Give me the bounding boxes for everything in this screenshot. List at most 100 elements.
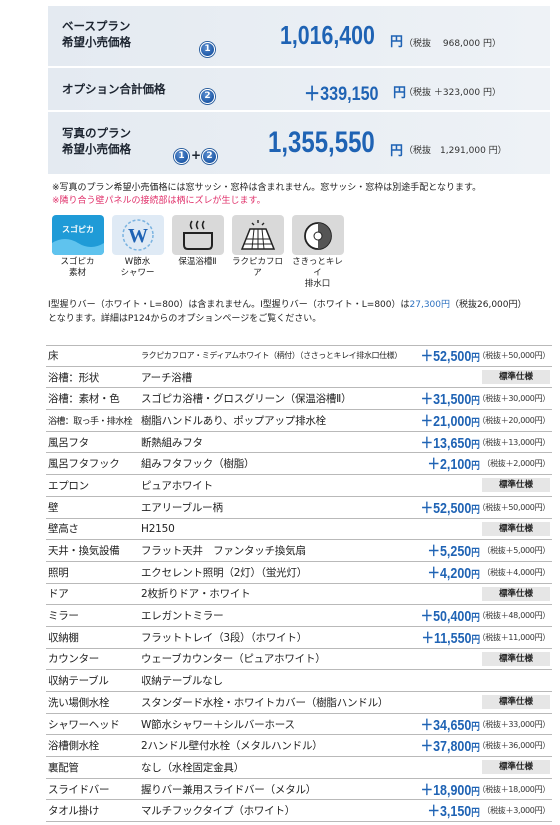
base-price-box: ベースプラン 希望小売価格 1 1,016,400 円 （税抜 968,000 …	[48, 6, 550, 66]
spec-label: 裏配管	[48, 761, 79, 774]
option-price: ＋4,200円	[427, 565, 480, 582]
option-price: ＋52,500円	[420, 500, 480, 517]
badge-1: 1	[200, 42, 215, 57]
spec-value: 握りバー兼用スライドバー（メタル）	[141, 783, 317, 796]
feature-heat-bathtub: 保温浴槽Ⅱ	[170, 215, 225, 268]
base-price-value: 1,016,400	[280, 20, 375, 50]
table-row: 照明 エクセレント照明（2灯）（蛍光灯） ＋4,200円 （税抜＋4,000円）	[46, 562, 552, 584]
table-row: 浴槽：形状 アーチ浴槽 標準仕様	[46, 367, 552, 389]
table-row: 収納テーブル 収納テーブルなし	[46, 670, 552, 692]
option-price: ＋50,400円	[420, 609, 480, 626]
option-page-note: となります。詳細はP124からのオプションページをご覧ください。	[48, 314, 322, 324]
spec-label: 風呂フタ	[48, 436, 89, 449]
feature-sasatto-drain: さきっとキレイ 排水口	[290, 215, 345, 290]
table-row: 浴槽：取っ手・排水栓 樹脂ハンドルあり、ポップアップ排水栓 ＋21,000円 （税抜＋…	[46, 410, 552, 432]
table-row: 壁 エアリーブルー柄 ＋52,500円 （税抜＋50,000円）	[46, 497, 552, 519]
option-price: ＋34,650円	[420, 717, 480, 734]
spec-value: 樹脂ハンドルあり、ポップアップ排水栓	[141, 414, 326, 427]
spec-value: 2ハンドル壁付水栓（メタルハンドル）	[141, 740, 323, 753]
spec-value: W節水シャワー＋シルバーホース	[141, 718, 295, 731]
table-row: エプロン ピュアホワイト 標準仕様	[46, 475, 552, 497]
spec-value: エクセレント照明（2灯）（蛍光灯）	[141, 566, 308, 579]
option-price-tax-note: （税抜＋3,000円）	[482, 806, 550, 816]
spec-value: 断熱組みフタ	[141, 436, 203, 449]
badge-2: 2	[202, 149, 217, 164]
spec-label: スライドバー	[48, 783, 110, 796]
base-price-note: （税抜 968,000 円）	[404, 39, 501, 49]
standard-spec-badge: 標準仕様	[482, 521, 550, 536]
table-row: カウンター ウェーブカウンター（ピュアホワイト） 標準仕様	[46, 649, 552, 671]
table-row: 壁高さ H2150 標準仕様	[46, 519, 552, 541]
table-row: 裏配管 なし（水栓固定金具） 標準仕様	[46, 757, 552, 779]
option-price: ＋52,500円	[420, 349, 480, 366]
table-row: タオル掛け マルチフックタイプ（ホワイト） ＋3,150円 （税抜＋3,000円）	[46, 800, 552, 823]
option-price-tax-note: （税抜＋20,000円）	[477, 415, 551, 425]
option-price: ＋31,500円	[420, 392, 480, 409]
table-row: スライドバー 握りバー兼用スライドバー（メタル） ＋18,900円 （税抜＋18,00…	[46, 779, 552, 801]
sugopika-icon: スゴピカ	[51, 215, 104, 255]
spec-label: 浴槽：形状	[48, 371, 99, 384]
standard-spec-badge: 標準仕様	[482, 586, 550, 601]
option-price-tax-note: （税抜＋50,000円）	[477, 351, 551, 361]
spec-value: マルチフックタイプ（ホワイト）	[141, 805, 296, 818]
option-price-tax-note: （税抜＋2,000円）	[482, 459, 550, 469]
spec-value: H2150	[141, 522, 175, 535]
spec-value: ピュアホワイト	[141, 479, 213, 492]
spec-value: スタンダード水栓・ホワイトカバー（樹脂ハンドル）	[141, 696, 389, 709]
option-price-tax-note: （税抜＋13,000円）	[477, 437, 551, 447]
spec-table: 床 ラクピカフロア・ミディアムホワイト（柄付）（ささっとキレイ排水口仕様） ＋52,…	[46, 345, 552, 825]
heat-bathtub-icon	[171, 215, 224, 255]
option-price-note: （税抜 ＋323,000 円）	[404, 88, 501, 98]
option-price: ＋3,150円	[427, 804, 480, 821]
spec-value: ウェーブカウンター（ピュアホワイト）	[141, 653, 326, 666]
option-price-value: ＋339,150	[304, 84, 379, 105]
raku-pika-floor-icon	[231, 215, 284, 255]
table-row: 床 ラクピカフロア・ミディアムホワイト（柄付）（ささっとキレイ排水口仕様） ＋52,…	[46, 345, 552, 367]
grab-bar-price: 27,300円	[409, 300, 451, 310]
option-price-tax-note: （税抜＋48,000円）	[477, 611, 551, 621]
grab-bar-note: I型握りバー（ホワイト・L=800）は含まれません。I型握りバー（ホワイト・L=…	[48, 300, 527, 310]
spec-label: ミラー	[48, 610, 79, 623]
spec-label: 浴槽側水栓	[48, 740, 99, 753]
spec-label: 床	[48, 350, 59, 363]
window-note: ※写真のプラン希望小売価格には窓サッシ・窓枠は含まれません。窓サッシ・窓枠は別途…	[52, 183, 482, 193]
option-price: ＋18,900円	[420, 782, 480, 799]
standard-spec-badge: 標準仕様	[482, 695, 550, 710]
photo-price-box: 写真のプラン 希望小売価格 1 + 2 1,355,550 円 （税抜 1,29…	[48, 112, 550, 174]
table-row: ドア 2枚折りドア・ホワイト 標準仕様	[46, 584, 552, 606]
option-price-tax-note: （税抜＋50,000円）	[477, 502, 551, 512]
svg-text:スゴピカ: スゴピカ	[62, 224, 94, 234]
spec-value: ラクピカフロア・ミディアムホワイト（柄付）（ささっとキレイ排水口仕様）	[141, 351, 402, 361]
standard-spec-badge: 標準仕様	[482, 651, 550, 666]
option-price: ＋21,000円	[420, 413, 480, 430]
spec-label: 壁	[48, 501, 59, 514]
spec-value: 2枚折りドア・ホワイト	[141, 588, 251, 601]
spec-label: 壁高さ	[48, 523, 79, 536]
photo-price-value: 1,355,550	[268, 126, 375, 159]
standard-spec-badge: 標準仕様	[482, 760, 550, 775]
spec-label: 風呂フタフック	[48, 458, 120, 471]
feature-label: ラクピカフロア	[231, 257, 283, 278]
base-price-label: ベースプラン 希望小売価格	[62, 19, 131, 49]
spec-label: 洗い場側水栓	[48, 696, 110, 709]
spec-label: シャワーヘッド	[48, 718, 120, 731]
spec-label: カウンター	[48, 653, 99, 666]
sasatto-drain-icon	[291, 215, 344, 255]
spec-value: アーチ浴槽	[141, 371, 192, 384]
spec-value: なし（水栓固定金具）	[141, 761, 244, 774]
option-price-tax-note: （税抜＋4,000円）	[482, 567, 550, 577]
spec-label: ドア	[48, 588, 69, 601]
table-row: ミラー エレガントミラー ＋50,400円 （税抜＋48,000円）	[46, 605, 552, 627]
spec-value: スゴピカ浴槽・グロスグリーン（保温浴槽Ⅱ）	[141, 393, 352, 406]
option-price-tax-note: （税抜＋11,000円）	[477, 632, 551, 642]
table-row: 風呂フタフック 組みフタフック（樹脂） ＋2,100円 （税抜＋2,000円）	[46, 453, 552, 476]
feature-label: さきっとキレイ 排水口	[292, 257, 343, 289]
feature-sugopika: スゴピカ スゴピカ 素材	[50, 215, 105, 279]
spec-label: 浴槽：素材・色	[48, 393, 120, 406]
feature-label: スゴピカ 素材	[60, 257, 95, 278]
feature-label: W節水 シャワー	[120, 257, 155, 278]
option-price: ＋2,100円	[427, 457, 480, 474]
feature-w-shower: W W節水 シャワー	[110, 215, 165, 279]
svg-text:W: W	[128, 225, 148, 247]
option-price-label: オプション合計価格	[62, 82, 166, 96]
